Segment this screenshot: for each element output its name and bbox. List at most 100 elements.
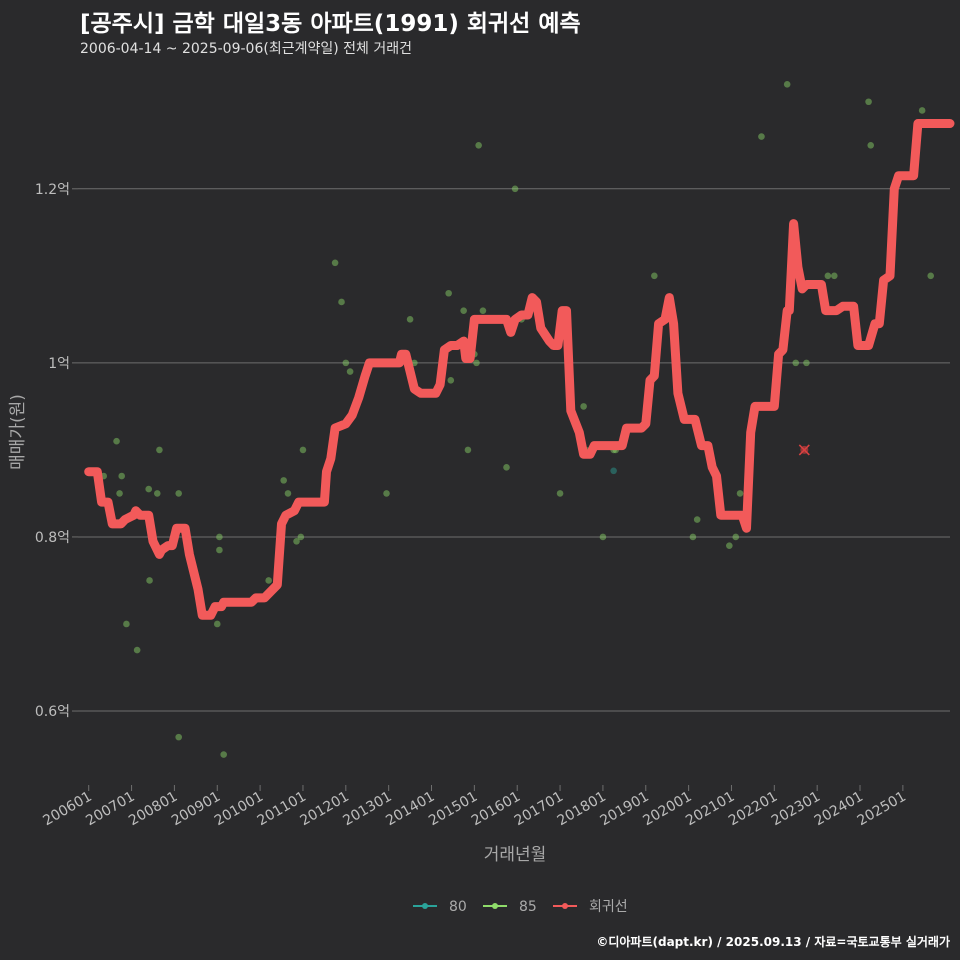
data-point-s85 (824, 272, 832, 280)
data-point-s85 (331, 259, 339, 267)
data-point-s85 (383, 490, 390, 497)
data-point-s85 (479, 307, 487, 314)
data-point-s85 (792, 359, 800, 367)
data-point-s85 (265, 577, 272, 584)
data-point-s85 (511, 185, 519, 193)
data-point-s85 (503, 464, 510, 471)
data-point-s85 (473, 359, 480, 367)
data-point-s85 (599, 533, 607, 541)
data-point-s85 (346, 368, 354, 375)
y-tick-label: 0.6억 (35, 704, 70, 720)
data-point-s85 (145, 485, 153, 493)
data-point-s85 (175, 733, 182, 741)
x-tick-label: 201801 (555, 789, 609, 830)
data-point-s85 (475, 141, 482, 149)
x-tick-label: 201401 (383, 789, 437, 830)
data-point-s85 (651, 272, 658, 280)
legend: 80 85 회귀선 (413, 899, 628, 915)
annotation-marker-layer (798, 444, 810, 456)
x-tick-label: 202301 (769, 789, 823, 830)
data-point-s85 (156, 446, 163, 454)
x-tick-label: 201701 (512, 789, 566, 830)
legend-key-dot (562, 903, 568, 909)
x-tick-label: 200701 (83, 789, 137, 830)
data-point-s85 (116, 490, 123, 497)
data-point-s85 (803, 359, 810, 367)
data-point-s85 (460, 307, 467, 314)
annotation-marker-x (798, 444, 810, 456)
regression-line-layer (84, 119, 955, 620)
data-point-s85 (284, 490, 292, 497)
data-point-s85 (445, 289, 452, 297)
data-point-s85 (216, 546, 223, 554)
legend-key-dot (492, 903, 498, 909)
data-point-s85 (447, 376, 455, 384)
x-tick-label: 201001 (212, 789, 266, 830)
data-point-s85 (216, 533, 223, 541)
legend-item-s85: 85 (483, 899, 537, 915)
data-point-s85 (280, 477, 287, 484)
chart-title: [공주시] 금학 대일3동 아파트(1991) 회귀선 예측 (80, 11, 581, 37)
data-point-s85 (113, 437, 120, 445)
data-point-s85 (726, 542, 733, 549)
legend-label: 85 (519, 899, 537, 915)
y-tick-labels: 0.6억 0.8억 1억 1.2억 (35, 182, 70, 720)
data-point-s85 (175, 490, 182, 497)
data-point-s85 (299, 446, 307, 454)
data-point-s85 (118, 472, 126, 480)
data-point-s85 (338, 298, 345, 306)
data-point-s85 (783, 81, 791, 88)
x-tick-label: 202401 (812, 789, 866, 830)
data-point-s85 (556, 490, 564, 497)
legend-item-s80: 80 (413, 899, 467, 915)
data-point-s85 (133, 646, 141, 654)
data-point-s85 (689, 533, 697, 541)
data-point-s85 (693, 516, 701, 523)
data-point-s85 (406, 316, 414, 323)
x-tick-label: 200801 (126, 789, 180, 830)
data-point-s85 (867, 141, 875, 149)
data-point-s85 (580, 403, 587, 410)
x-tick-label: 201501 (426, 789, 480, 830)
data-points (100, 81, 935, 758)
regression-line (84, 119, 955, 620)
y-axis-label: 매매가(원) (8, 394, 28, 470)
data-point-s85 (146, 577, 153, 584)
y-tick-label: 0.8억 (35, 530, 70, 546)
data-point-s85 (831, 272, 838, 280)
chart-subtitle: 2006-04-14 ~ 2025-09-06(최근계약일) 전체 거래건 (80, 41, 412, 57)
data-point-s85 (220, 751, 227, 758)
legend-item-regression: 회귀선 (553, 899, 628, 915)
x-tick-label: 202001 (640, 789, 694, 830)
data-point-s85 (758, 133, 765, 140)
y-tick-label: 1.2억 (35, 182, 70, 198)
x-axis-label: 거래년월 (484, 845, 547, 865)
data-point-s85 (732, 533, 740, 541)
data-point-s85 (342, 359, 350, 367)
x-tick-label: 201301 (340, 789, 394, 830)
x-tick-label: 200901 (169, 789, 223, 830)
data-point-s85 (736, 490, 744, 497)
data-point-s85 (293, 537, 300, 545)
legend-key-dot (422, 903, 428, 909)
data-point-s85 (297, 533, 305, 541)
data-point-s85 (153, 490, 161, 497)
data-point-s85 (927, 272, 935, 280)
x-tick-label: 200601 (40, 789, 94, 830)
legend-label: 회귀선 (589, 899, 628, 915)
x-tick-label: 202501 (855, 789, 909, 830)
x-tick-label: 201101 (255, 789, 309, 830)
data-point-s85 (123, 620, 130, 628)
x-tick-label: 202101 (683, 789, 737, 830)
x-tick-labels: 2006012007012008012009012010012011012012… (40, 789, 908, 830)
x-tick-label: 201201 (298, 789, 352, 830)
data-point-s80 (610, 467, 617, 475)
data-point-s85 (213, 620, 221, 628)
legend-label: 80 (449, 899, 467, 915)
data-point-s85 (464, 446, 472, 454)
data-point-s85 (865, 98, 872, 106)
y-tick-label: 1억 (48, 356, 70, 372)
x-tick-label: 202201 (726, 789, 780, 830)
credit-text: ©디아파트(dapt.kr) / 2025.09.13 / 자료=국토교통부 실… (596, 935, 950, 949)
